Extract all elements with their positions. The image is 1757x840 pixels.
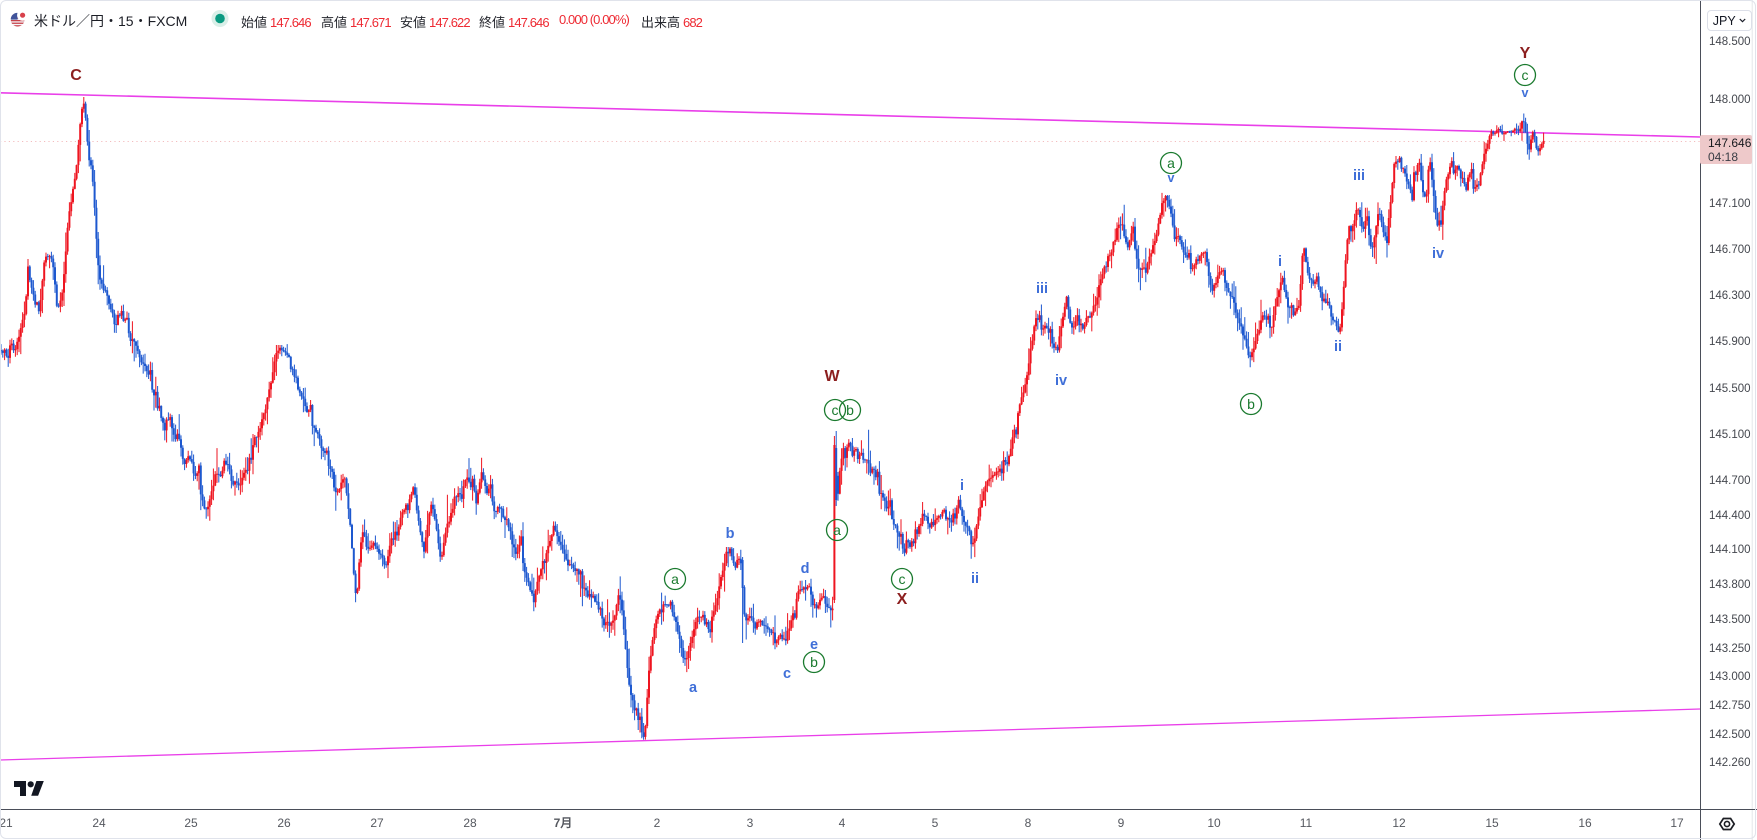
svg-text:146.300: 146.300 (1709, 290, 1751, 302)
svg-text:c: c (899, 571, 906, 587)
svg-text:b: b (810, 654, 818, 670)
svg-text:147.100: 147.100 (1709, 198, 1751, 210)
svg-text:15: 15 (1485, 816, 1499, 830)
svg-text:d: d (801, 561, 810, 577)
svg-text:7月: 7月 (554, 816, 573, 830)
svg-text:e: e (810, 637, 818, 653)
svg-text:9: 9 (1118, 816, 1125, 830)
svg-text:X: X (897, 591, 908, 608)
svg-text:v: v (1168, 171, 1175, 185)
svg-text:a: a (689, 680, 698, 696)
svg-text:144.100: 144.100 (1709, 544, 1751, 556)
svg-text:2: 2 (654, 816, 661, 830)
svg-text:ii: ii (971, 571, 979, 587)
svg-text:i: i (1278, 254, 1282, 270)
svg-text:145.100: 145.100 (1709, 429, 1751, 441)
svg-text:iii: iii (1353, 168, 1365, 184)
svg-text:26: 26 (277, 816, 291, 830)
svg-text:b: b (1247, 396, 1255, 412)
svg-text:21: 21 (0, 816, 13, 830)
svg-text:146.700: 146.700 (1709, 244, 1751, 256)
svg-text:27: 27 (370, 816, 384, 830)
svg-text:148.500: 148.500 (1709, 36, 1751, 48)
svg-text:b: b (726, 526, 735, 542)
svg-text:ii: ii (1334, 339, 1342, 355)
svg-text:143.000: 143.000 (1709, 671, 1751, 683)
svg-text:143.250: 143.250 (1709, 643, 1751, 655)
svg-text:11: 11 (1300, 816, 1313, 830)
svg-text:145.900: 145.900 (1709, 336, 1751, 348)
svg-text:3: 3 (747, 816, 754, 830)
svg-text:c: c (832, 402, 839, 418)
svg-text:iv: iv (1055, 373, 1067, 389)
svg-text:143.500: 143.500 (1709, 614, 1751, 626)
svg-text:Y: Y (1520, 45, 1531, 62)
svg-text:24: 24 (92, 816, 106, 830)
svg-text:c: c (783, 666, 791, 682)
svg-text:16: 16 (1578, 816, 1592, 830)
svg-text:c: c (1522, 67, 1529, 83)
svg-text:a: a (671, 571, 679, 587)
svg-text:a: a (833, 522, 841, 538)
svg-text:17: 17 (1670, 816, 1684, 830)
svg-text:28: 28 (463, 816, 477, 830)
svg-text:144.400: 144.400 (1709, 510, 1751, 522)
svg-text:12: 12 (1392, 816, 1406, 830)
svg-text:142.260: 142.260 (1709, 757, 1751, 769)
svg-text:C: C (70, 67, 82, 84)
svg-text:5: 5 (932, 816, 939, 830)
svg-text:143.800: 143.800 (1709, 579, 1751, 591)
svg-text:a: a (1167, 155, 1175, 171)
svg-text:b: b (846, 402, 854, 418)
svg-text:W: W (824, 368, 840, 385)
svg-text:i: i (960, 478, 964, 494)
svg-text:v: v (1522, 86, 1529, 100)
svg-text:142.500: 142.500 (1709, 729, 1751, 741)
svg-text:148.000: 148.000 (1709, 94, 1751, 106)
svg-text:145.500: 145.500 (1709, 383, 1751, 395)
svg-text:25: 25 (184, 816, 198, 830)
svg-text:iii: iii (1036, 281, 1048, 297)
svg-text:8: 8 (1025, 816, 1032, 830)
svg-text:10: 10 (1207, 816, 1221, 830)
svg-text:4: 4 (839, 816, 846, 830)
svg-text:144.700: 144.700 (1709, 475, 1751, 487)
svg-text:142.750: 142.750 (1709, 700, 1751, 712)
svg-text:iv: iv (1432, 246, 1444, 262)
